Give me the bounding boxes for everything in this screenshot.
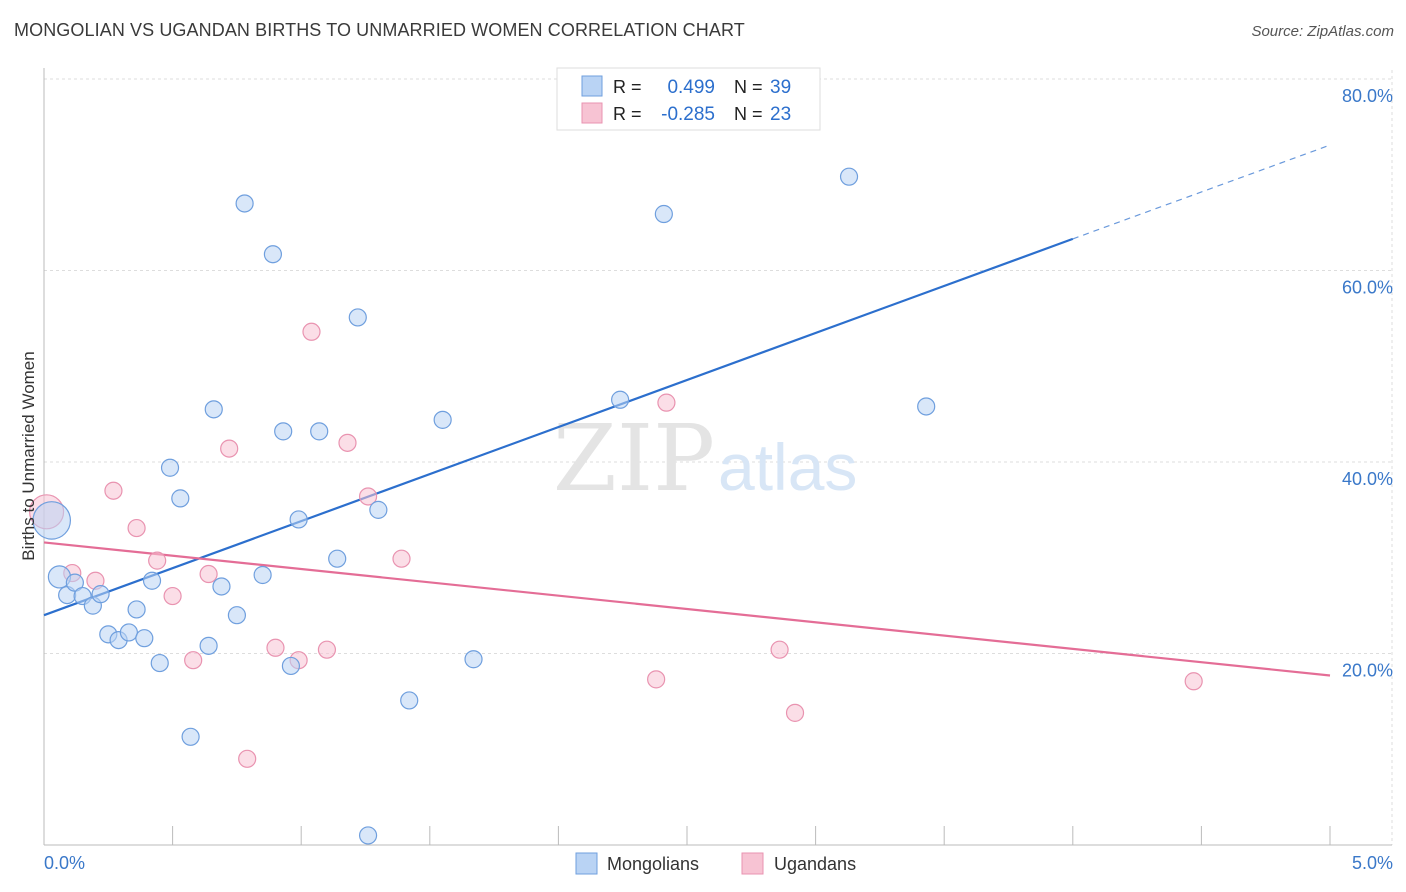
tick-labels: 20.0% 40.0% 60.0% 80.0% 0.0% 5.0% (44, 86, 1393, 873)
data-point-mongolians (289, 510, 308, 529)
data-point-ugandans (199, 564, 218, 584)
watermark: ZIP atlas (553, 405, 858, 512)
data-point-mongolians (464, 650, 483, 669)
correlation-legend: R = 0.499 N = 39 R = -0.285 N = 23 (556, 67, 821, 131)
data-point-ugandans (302, 322, 321, 341)
data-point-mongolians (181, 727, 200, 746)
data-point-ugandans (104, 481, 123, 500)
data-point-ugandans (785, 703, 805, 722)
data-point-mongolians (32, 501, 72, 540)
chart-title: MONGOLIAN VS UGANDAN BIRTHS TO UNMARRIED… (14, 20, 745, 40)
legend-r-label: R = (613, 77, 642, 97)
axes (43, 68, 1392, 846)
data-point-ugandans (392, 549, 411, 568)
data-point-mongolians (204, 400, 223, 419)
legend-n-value: 23 (770, 104, 791, 125)
data-point-mongolians (263, 245, 283, 264)
legend-swatch-mongolians (581, 75, 603, 97)
legend-swatch-mongolians (575, 852, 598, 875)
x-tick-label: 0.0% (44, 853, 85, 873)
data-point-mongolians (199, 636, 218, 655)
data-point-ugandans (647, 670, 666, 689)
data-point-mongolians (142, 571, 162, 590)
legend-r-value: 0.499 (667, 77, 715, 98)
data-point-mongolians (160, 458, 180, 477)
watermark-zip: ZIP (553, 405, 715, 512)
data-point-mongolians (227, 606, 246, 625)
legend-r-label: R = (613, 104, 642, 124)
y-tick-label: 40.0% (1342, 469, 1393, 489)
data-point-mongolians (171, 489, 190, 508)
series-legend: Mongolians Ugandans (575, 852, 856, 875)
data-point-mongolians (611, 390, 630, 409)
data-point-mongolians (654, 204, 673, 224)
data-point-ugandans (338, 433, 357, 452)
data-point-ugandans (163, 586, 182, 606)
data-point-ugandans (148, 551, 167, 570)
legend-n-label: N = (734, 77, 763, 97)
data-point-ugandans (770, 640, 789, 659)
trend-line-mongolians (43, 237, 1074, 617)
source-credit: Source: ZipAtlas.com (1251, 23, 1394, 40)
y-tick-label: 80.0% (1342, 86, 1393, 106)
data-point-mongolians (917, 397, 936, 416)
data-point-ugandans (1184, 672, 1203, 691)
data-point-mongolians (839, 167, 859, 186)
y-tick-label: 20.0% (1342, 661, 1393, 681)
data-point-mongolians (358, 826, 378, 845)
data-point-mongolians (274, 422, 293, 441)
legend-label-mongolians: Mongolians (607, 854, 699, 874)
trend-line-ugandans (43, 541, 1331, 677)
data-point-mongolians (253, 565, 272, 585)
data-point-ugandans (220, 439, 239, 458)
legend-swatch-ugandans (741, 852, 764, 875)
data-point-ugandans (184, 651, 203, 670)
trend-lines (43, 144, 1331, 677)
data-point-mongolians (328, 549, 347, 568)
data-point-mongolians (135, 629, 154, 648)
data-point-mongolians (150, 653, 169, 673)
data-point-mongolians (310, 422, 329, 441)
data-point-mongolians (127, 600, 146, 619)
data-point-ugandans (317, 640, 337, 659)
watermark-atlas: atlas (718, 430, 857, 504)
data-point-ugandans (238, 749, 257, 768)
y-axis-label: Births to Unmarried Women (19, 351, 38, 560)
x-tick-label: 5.0% (1352, 853, 1393, 873)
legend-r-value: -0.285 (661, 104, 715, 125)
data-point-mongolians (119, 623, 138, 642)
data-point-mongolians (65, 573, 84, 592)
data-point-ugandans (657, 393, 676, 412)
legend-label-ugandans: Ugandans (774, 854, 856, 874)
data-point-mongolians (369, 500, 388, 519)
data-point-ugandans (266, 638, 285, 657)
data-point-ugandans (358, 487, 378, 506)
legend-swatch-ugandans (581, 102, 603, 124)
data-point-mongolians (348, 308, 367, 327)
data-points (28, 167, 1203, 845)
data-point-ugandans (127, 518, 146, 538)
data-point-mongolians (212, 577, 231, 596)
data-point-mongolians (400, 691, 419, 710)
data-point-mongolians (281, 656, 301, 676)
data-point-mongolians (235, 194, 254, 213)
y-tick-label: 60.0% (1342, 278, 1393, 298)
legend-n-label: N = (734, 104, 763, 124)
data-point-mongolians (433, 410, 452, 429)
trend-line-extension (1072, 144, 1331, 240)
legend-n-value: 39 (770, 77, 791, 98)
data-point-mongolians (91, 585, 110, 604)
